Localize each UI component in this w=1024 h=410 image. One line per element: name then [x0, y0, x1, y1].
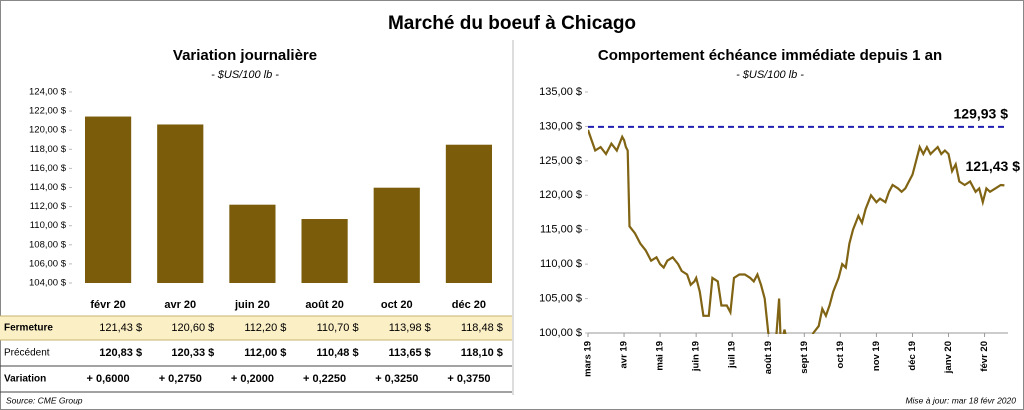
x-tick-label: nov 19 — [871, 341, 882, 371]
y-tick-label: 122,00 $ — [29, 106, 67, 117]
chart-title: Variation journalière — [173, 47, 317, 64]
y-tick-label: 130,00 $ — [539, 120, 582, 132]
bar — [157, 124, 204, 283]
table-cell: + 0,3250 — [375, 373, 418, 385]
y-tick-label: 110,00 $ — [30, 220, 67, 231]
y-tick-label: 124,00 $ — [29, 87, 67, 98]
y-tick-label: 118,00 $ — [30, 144, 67, 155]
x-tick-label: févr 20 — [90, 299, 125, 311]
y-tick-label: 105,00 $ — [539, 292, 582, 304]
update-note: Mise à jour: mar 18 févr 2020 — [905, 395, 1016, 405]
chart-subtitle: - $US/100 lb - — [736, 69, 804, 81]
x-tick-label: juil 19 — [727, 341, 738, 369]
x-tick-label: août 19 — [763, 341, 774, 374]
y-tick-label: 112,00 $ — [30, 201, 67, 212]
table-cell: 113,98 $ — [389, 322, 431, 334]
x-tick-label: sept 19 — [799, 341, 810, 374]
table-cell: 118,10 $ — [461, 347, 503, 359]
bar — [373, 187, 420, 283]
chart-title: Comportement échéance immédiate depuis 1… — [598, 47, 942, 64]
row-label: Fermeture — [4, 323, 53, 334]
table-cell: 118,48 $ — [461, 322, 503, 334]
table-cell: + 0,2000 — [231, 373, 274, 385]
x-tick-label: juin 20 — [234, 299, 270, 311]
y-tick-label: 116,00 $ — [30, 163, 67, 174]
x-tick-label: oct 19 — [835, 341, 846, 368]
table-cell: 112,20 $ — [244, 322, 286, 334]
table-cell: + 0,2250 — [303, 373, 346, 385]
y-tick-label: 125,00 $ — [539, 155, 582, 167]
x-tick-label: mai 19 — [655, 341, 666, 371]
table-cell: 120,33 $ — [171, 347, 214, 359]
table-cell: + 0,6000 — [87, 373, 130, 385]
last-value-label: 121,43 $ — [966, 158, 1021, 174]
row-label: Précédent — [4, 348, 50, 359]
x-tick-label: juin 19 — [691, 341, 702, 372]
x-tick-label: oct 20 — [381, 299, 413, 311]
y-tick-label: 108,00 $ — [29, 239, 67, 250]
x-tick-label: mars 19 — [583, 341, 594, 377]
table-cell: 112,00 $ — [244, 347, 286, 359]
y-tick-label: 110,00 $ — [540, 258, 582, 270]
x-tick-label: août 20 — [305, 299, 344, 311]
x-tick-label: avr 19 — [619, 341, 630, 368]
y-tick-label: 104,00 $ — [29, 278, 67, 289]
table-cell: + 0,2750 — [159, 373, 202, 385]
table-cell: 120,83 $ — [99, 347, 142, 359]
chart-subtitle: - $US/100 lb - — [211, 69, 279, 81]
table-cell: 120,60 $ — [171, 322, 214, 334]
bar — [229, 204, 276, 283]
price-line — [588, 129, 1005, 334]
highlight-row — [0, 316, 512, 340]
row-label: Variation — [4, 374, 46, 385]
table-cell: 113,65 $ — [389, 347, 431, 359]
x-tick-label: avr 20 — [164, 299, 196, 311]
y-tick-label: 135,00 $ — [539, 86, 582, 98]
table-cell: + 0,3750 — [447, 373, 490, 385]
y-tick-label: 106,00 $ — [29, 258, 67, 269]
y-tick-label: 120,00 $ — [539, 189, 582, 201]
y-tick-label: 120,00 $ — [29, 125, 67, 136]
reference-label: 129,93 $ — [954, 106, 1009, 122]
y-tick-label: 100,00 $ — [539, 327, 582, 339]
table-cell: 121,43 $ — [99, 322, 142, 334]
table-cell: 110,48 $ — [316, 347, 358, 359]
x-tick-label: févr 20 — [979, 341, 990, 372]
source: Source: CME Group — [6, 395, 83, 405]
bar — [301, 219, 348, 283]
x-tick-label: janv 20 — [943, 341, 954, 374]
bar — [445, 144, 493, 283]
bar — [84, 116, 132, 283]
x-tick-label: déc 19 — [907, 341, 918, 371]
page-title: Marché du boeuf à Chicago — [388, 13, 636, 34]
table-cell: 110,70 $ — [317, 322, 359, 334]
y-tick-label: 114,00 $ — [30, 182, 67, 193]
y-tick-label: 115,00 $ — [540, 224, 582, 236]
x-tick-label: déc 20 — [452, 299, 486, 311]
